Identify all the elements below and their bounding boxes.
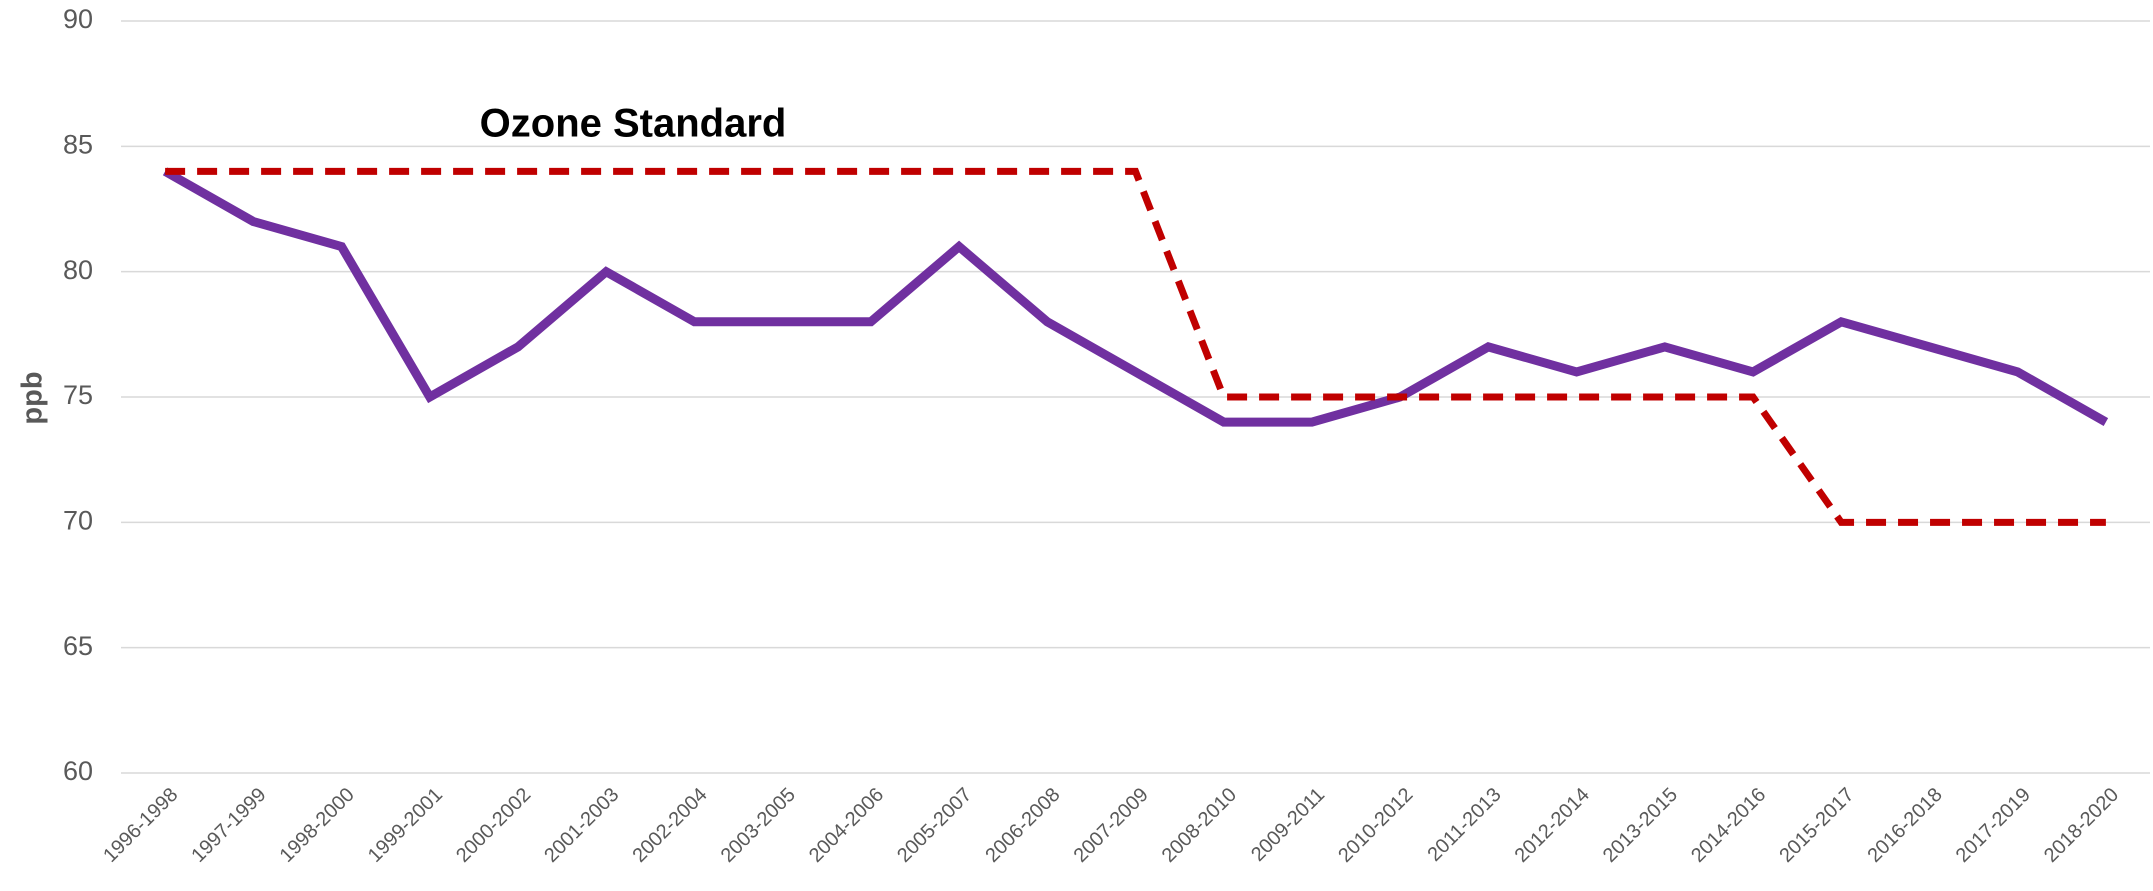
x-tick-label: 2015-2017 — [1775, 784, 1858, 867]
x-tick-label: 2011-2013 — [1423, 784, 1505, 866]
y-tick-label: 90 — [63, 4, 93, 34]
x-tick-label: 2009-2011 — [1247, 784, 1329, 866]
y-tick-label: 80 — [63, 255, 93, 285]
x-tick-label: 1998-2000 — [276, 784, 359, 867]
y-tick-label: 60 — [63, 756, 93, 786]
x-tick-label: 2017-2019 — [1952, 784, 2035, 867]
y-tick-label: 70 — [63, 505, 93, 535]
x-tick-label: 2010-2012 — [1334, 784, 1417, 867]
x-tick-label: 2018-2020 — [2040, 784, 2123, 867]
x-tick-label: 1996-1998 — [99, 784, 182, 867]
x-tick-label: 2000-2002 — [452, 784, 535, 867]
x-tick-label: 2003-2005 — [717, 784, 800, 867]
y-tick-label: 85 — [63, 129, 93, 159]
x-tick-label: 2014-2016 — [1687, 784, 1770, 867]
x-tick-label: 2007-2009 — [1070, 784, 1153, 867]
y-axis-label: ppb — [17, 371, 49, 424]
x-tick-label: 1997-1999 — [187, 784, 270, 867]
x-tick-label: 2002-2004 — [628, 784, 711, 867]
y-tick-label: 65 — [63, 631, 93, 661]
x-tick-label: 2005-2007 — [893, 784, 976, 867]
x-tick-label: 2012-2014 — [1511, 784, 1594, 867]
series-line — [162, 167, 2109, 427]
x-tick-label: 2001-2003 — [540, 784, 623, 867]
annotation: Ozone Standard — [480, 102, 787, 146]
x-tick-label: 2008-2010 — [1158, 784, 1241, 867]
x-tick-label: 2004-2006 — [805, 784, 888, 867]
y-tick-label: 75 — [63, 380, 93, 410]
series-line — [165, 167, 2106, 526]
x-tick-label: 2016-2018 — [1864, 784, 1947, 867]
x-tick-label: 1999-2001 — [364, 784, 447, 867]
x-tick-label: 2006-2008 — [981, 784, 1064, 867]
x-tick-label: 2013-2015 — [1599, 784, 1682, 867]
